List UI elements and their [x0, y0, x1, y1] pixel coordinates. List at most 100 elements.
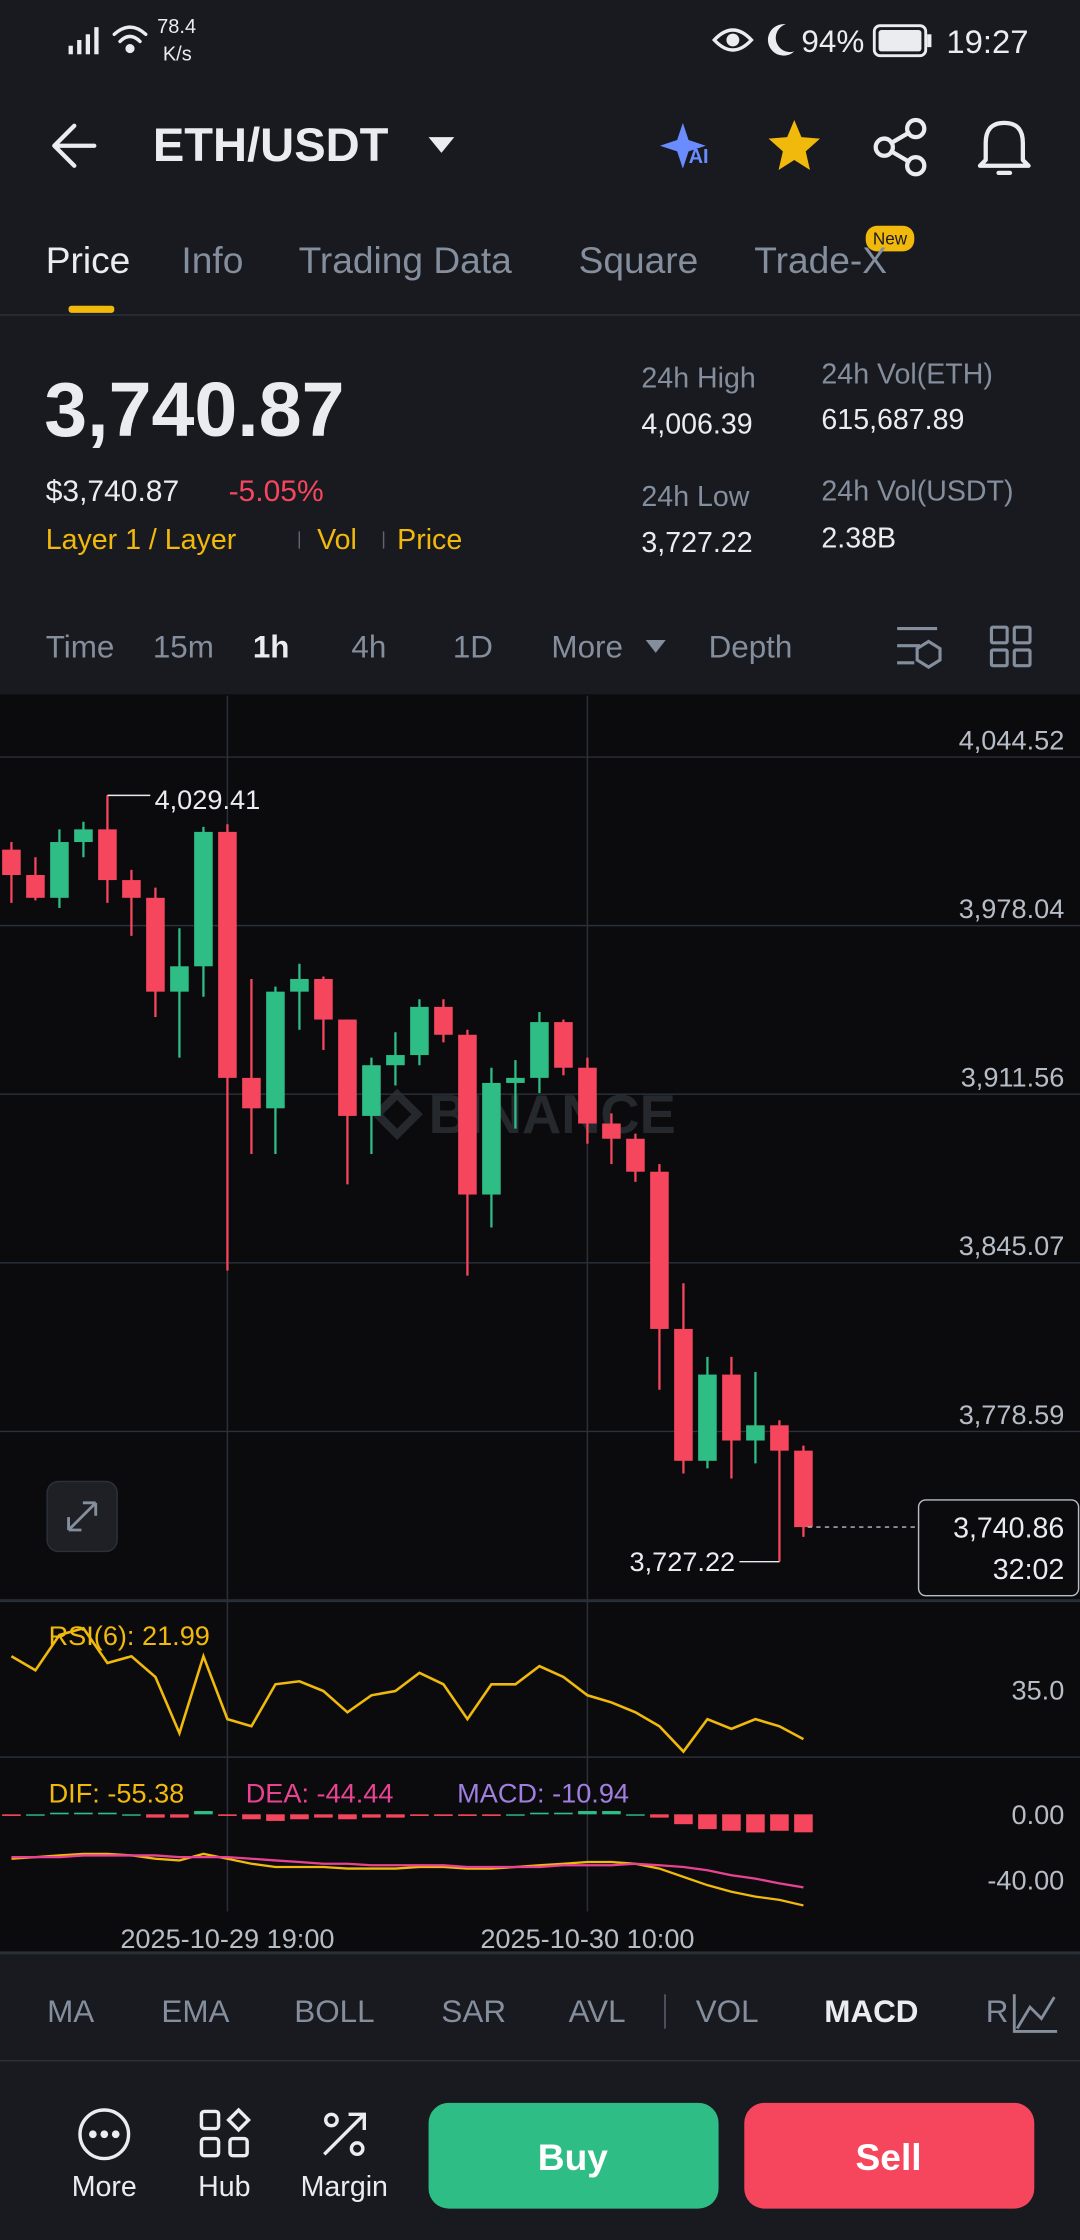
legend-entry: MACD: -10.94: [457, 1777, 629, 1808]
indicator-tab[interactable]: R: [986, 1994, 1009, 2029]
eye-icon: [711, 28, 754, 52]
tab[interactable]: Trading Data: [299, 239, 513, 281]
interval[interactable]: Depth: [709, 630, 793, 665]
macd-bar: [338, 1814, 357, 1820]
macd-bar: [362, 1814, 381, 1818]
pair-dropdown[interactable]: [428, 137, 455, 153]
wifi-icon: [112, 25, 148, 54]
ai-button[interactable]: AI: [660, 122, 709, 169]
battery-icon: [872, 24, 932, 58]
last-price-box: [917, 1499, 1080, 1597]
action-label[interactable]: Hub: [198, 2171, 250, 2203]
action-label[interactable]: Margin: [301, 2171, 388, 2203]
macd-bar: [746, 1814, 765, 1833]
y-tick-label: 3,778.59: [959, 1399, 1065, 1430]
indicator-tab[interactable]: SAR: [441, 1994, 506, 2029]
macd-bar: [434, 1814, 453, 1816]
action-label[interactable]: More: [72, 2171, 137, 2203]
candle-body: [458, 1034, 477, 1195]
candle-body: [314, 978, 333, 1020]
tag[interactable]: Layer 1 / Layer: [46, 524, 237, 556]
buy-button[interactable]: [428, 2102, 719, 2209]
layout-button[interactable]: [989, 625, 1032, 668]
macd-bar: [554, 1812, 573, 1815]
candle-body: [290, 978, 309, 992]
action-bar: Buy Sell More Hub Margin: [72, 2102, 1035, 2209]
last-price: 3,740.87: [44, 367, 344, 453]
macd-bar: [386, 1814, 405, 1818]
alert-button[interactable]: [977, 120, 1031, 175]
chart-area: [0, 694, 1080, 1952]
candle-body: [698, 1374, 717, 1461]
buy-label[interactable]: Buy: [538, 2136, 608, 2178]
indicator-tab[interactable]: AVL: [569, 1994, 626, 2029]
back-button[interactable]: [52, 123, 97, 168]
sell-button[interactable]: [744, 2102, 1035, 2209]
candle-body: [242, 1077, 261, 1109]
indicator-tab[interactable]: EMA: [161, 1994, 229, 2029]
interval[interactable]: 4h: [351, 630, 386, 665]
stat-label: 24h Vol(USDT): [821, 475, 1013, 507]
candle-body: [506, 1077, 525, 1083]
macd-bar: [122, 1814, 141, 1816]
interval[interactable]: 15m: [153, 630, 214, 665]
stat-label: 24h Low: [641, 481, 749, 513]
candle-body: [26, 875, 45, 898]
macd-bar: [482, 1814, 501, 1816]
candle-body: [602, 1123, 621, 1139]
hub-icon: [199, 2107, 251, 2158]
header: ETH/USDT AI: [52, 117, 1031, 177]
indicator-tab[interactable]: MA: [47, 1994, 94, 2029]
indicator-tab[interactable]: BOLL: [294, 1994, 374, 2029]
macd-bar: [530, 1812, 549, 1815]
tab[interactable]: Trade-X: [754, 239, 887, 281]
tab[interactable]: Price: [46, 239, 131, 281]
new-badge: [865, 225, 915, 252]
x-tick-label: 2025-10-30 10:00: [480, 1923, 694, 1954]
share-button[interactable]: [873, 117, 927, 177]
interval[interactable]: More: [551, 630, 623, 665]
candle-body: [674, 1328, 693, 1461]
tag[interactable]: Price: [397, 524, 462, 556]
macd-bar: [218, 1814, 237, 1816]
favorite-button[interactable]: [768, 120, 820, 170]
interval-bar: Time 15m 1h 4h 1D More Depth: [46, 625, 1032, 669]
macd-bar: [626, 1814, 645, 1816]
tab[interactable]: Info: [181, 239, 243, 281]
chart: BINANCE 2025-10-29 19:00 2025-10-30 10:00…: [0, 695, 1080, 1954]
y-tick-label: 3,911.56: [961, 1062, 1065, 1093]
macd-bar: [722, 1814, 741, 1831]
indicator-bar: MA EMA BOLL SAR AVL VOL MACD R: [47, 1980, 1080, 2046]
interval[interactable]: 1D: [453, 630, 493, 665]
sell-label[interactable]: Sell: [856, 2136, 922, 2178]
expand-button[interactable]: [46, 1480, 118, 1553]
series-line: [11, 1852, 804, 1907]
divider: [0, 314, 1080, 316]
interval[interactable]: 1h: [253, 630, 290, 665]
interval[interactable]: Time: [46, 630, 115, 665]
indicator-settings-button[interactable]: [1012, 1994, 1058, 2033]
tag[interactable]: Vol: [317, 524, 357, 556]
more-dropdown[interactable]: [645, 640, 666, 653]
indicator-tab[interactable]: VOL: [696, 1994, 759, 2029]
candle-body: [122, 880, 141, 898]
chart-settings-button[interactable]: [897, 627, 942, 669]
macd-bar: [242, 1814, 261, 1820]
legend-entry: RSI(6): 21.99: [49, 1620, 210, 1651]
tab[interactable]: Square: [579, 239, 699, 281]
candle-body: [170, 966, 189, 992]
series-line: [10, 1626, 805, 1754]
pair-title[interactable]: ETH/USDT: [153, 118, 389, 171]
network-speed: 78.4: [157, 16, 196, 38]
indicator-tab[interactable]: MACD: [824, 1994, 918, 2029]
x-tick-label: 2025-10-29 19:00: [120, 1923, 334, 1954]
macd-bar: [194, 1811, 213, 1815]
candle-body: [146, 897, 165, 992]
macd-bar: [650, 1814, 669, 1818]
candle-body: [482, 1082, 501, 1195]
y-tick-label: 35.0: [1011, 1674, 1064, 1705]
macd-bar: [2, 1814, 21, 1816]
candle-body: [218, 831, 237, 1078]
max-annotation: 4,029.41: [155, 784, 261, 815]
